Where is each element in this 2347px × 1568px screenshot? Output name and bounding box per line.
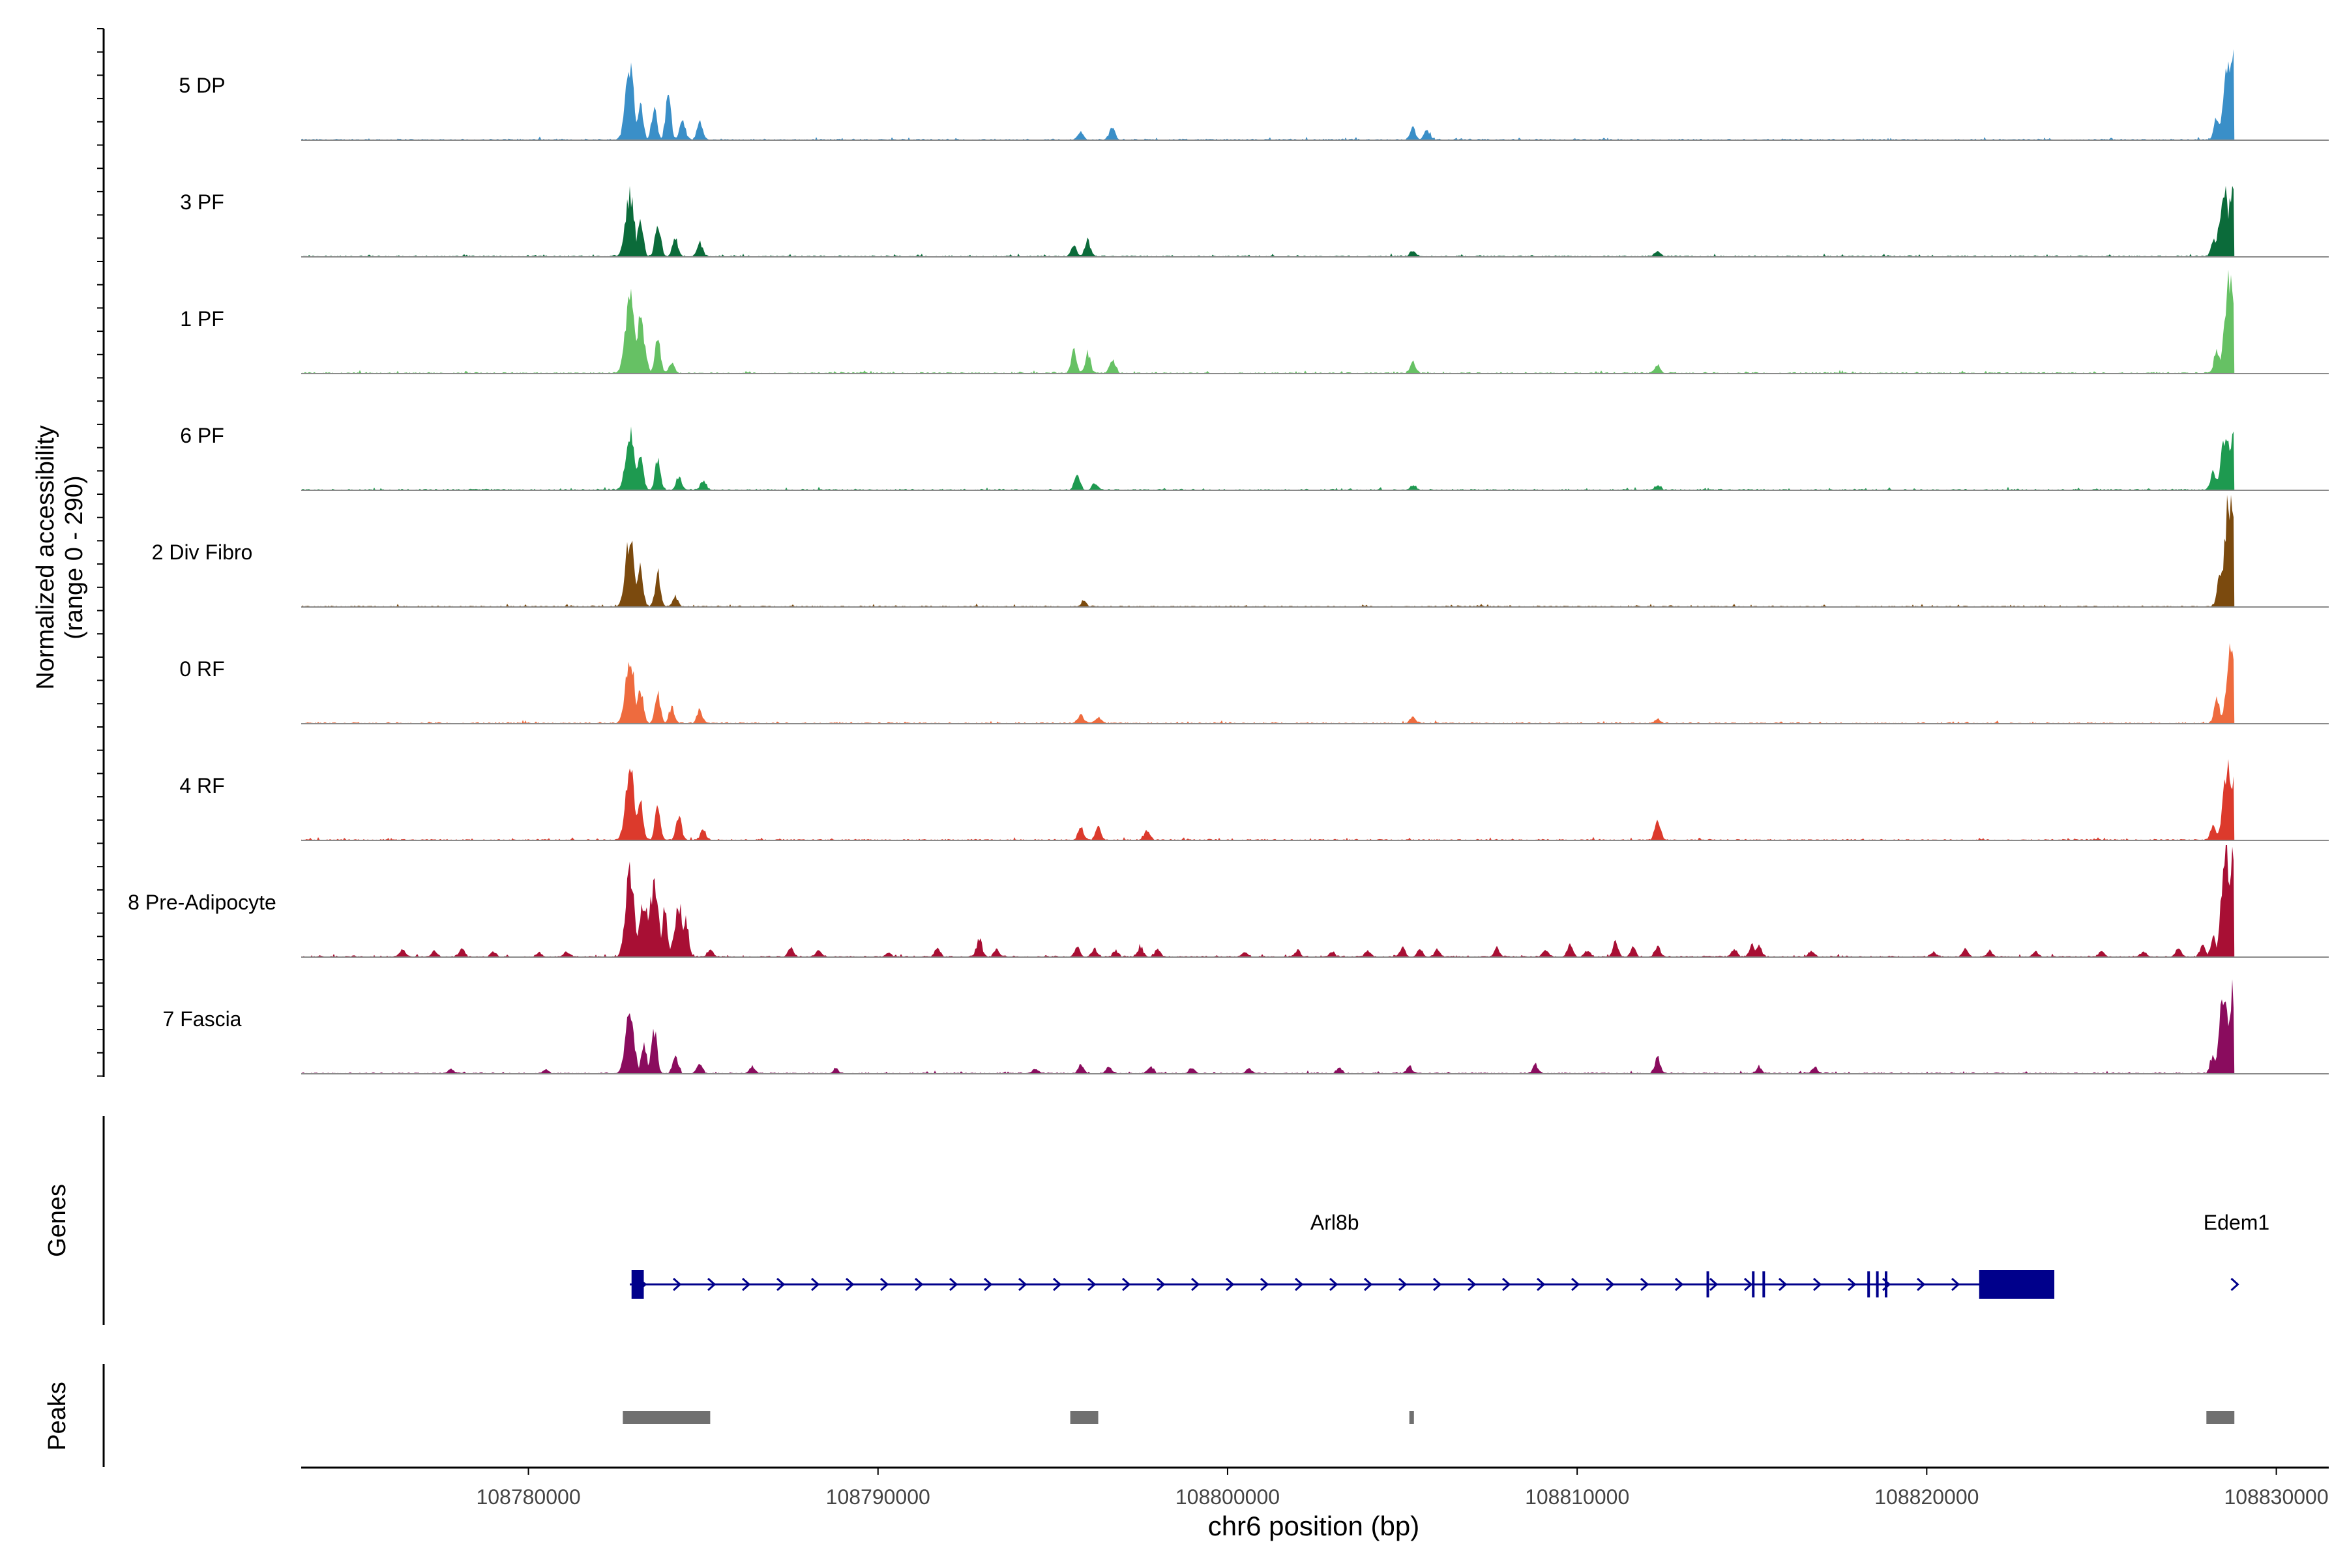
strand-chevron xyxy=(1813,1277,1822,1292)
x-tick-label: 108820000 xyxy=(1874,1485,1979,1509)
gene-exon xyxy=(1752,1271,1755,1297)
strand-chevron xyxy=(880,1277,889,1292)
gene-exon xyxy=(631,1270,644,1299)
peaks-panel-label: Peaks xyxy=(44,1382,71,1451)
track-signal-area xyxy=(301,186,2235,257)
strand-chevron xyxy=(742,1277,751,1292)
strand-chevron xyxy=(1675,1277,1684,1292)
strand-chevron xyxy=(811,1277,820,1292)
strand-chevron xyxy=(1571,1277,1580,1292)
strand-chevron xyxy=(915,1277,924,1292)
strand-chevron xyxy=(1053,1277,1062,1292)
gene-name: Edem1 xyxy=(2204,1211,2269,1234)
track-label: 3 PF xyxy=(180,190,224,214)
track-signal-area xyxy=(301,643,2235,724)
peak-region xyxy=(1409,1411,1414,1424)
strand-chevron xyxy=(984,1277,993,1292)
strand-chevron xyxy=(1640,1277,1649,1292)
x-tick-label: 108810000 xyxy=(1525,1485,1629,1509)
strand-chevron xyxy=(1018,1277,1027,1292)
strand-chevron xyxy=(1329,1277,1338,1292)
strand-chevron xyxy=(1468,1277,1477,1292)
strand-chevron xyxy=(1433,1277,1442,1292)
y-axis xyxy=(97,28,105,1077)
track-signal-area xyxy=(301,269,2235,374)
genes-panel-label: Genes xyxy=(44,1184,71,1257)
track-label: 5 DP xyxy=(179,74,225,97)
strand-chevron xyxy=(1744,1277,1753,1292)
strand-chevron xyxy=(1226,1277,1235,1292)
x-tick-label: 108800000 xyxy=(1175,1485,1280,1509)
strand-chevron xyxy=(846,1277,855,1292)
strand-chevron xyxy=(1157,1277,1166,1292)
track-areas xyxy=(301,49,2235,1074)
peaks-layer xyxy=(623,1411,2235,1424)
strand-chevron xyxy=(1848,1277,1857,1292)
strand-chevron xyxy=(1087,1277,1097,1292)
y-axis-label-line2: (range 0 - 290) xyxy=(61,475,88,639)
strand-chevron xyxy=(1502,1277,1511,1292)
genes-layer: Arl8b Edem1 xyxy=(630,1211,2269,1299)
peak-region xyxy=(2206,1411,2235,1424)
gene-exon xyxy=(1876,1271,1879,1297)
track-signal-area xyxy=(301,845,2235,957)
gene-name: Arl8b xyxy=(1310,1211,1359,1234)
gene-exon xyxy=(1979,1270,2055,1299)
track-label: 4 RF xyxy=(179,774,224,797)
x-tick-label: 108780000 xyxy=(476,1485,580,1509)
strand-chevron xyxy=(949,1277,958,1292)
track-label: 1 PF xyxy=(180,307,224,331)
gene-exon xyxy=(1706,1271,1709,1297)
strand-chevron xyxy=(1364,1277,1373,1292)
strand-chevron xyxy=(673,1277,682,1292)
strand-chevron xyxy=(1295,1277,1304,1292)
strand-chevron xyxy=(1398,1277,1408,1292)
y-axis-label-line1: Normalized accessibility xyxy=(32,425,59,689)
peak-region xyxy=(1070,1411,1099,1424)
track-label: 0 RF xyxy=(179,657,224,681)
gene-exon xyxy=(1885,1271,1888,1297)
strand-chevron xyxy=(1951,1277,1960,1292)
track-signal-area xyxy=(301,979,2235,1074)
strand-chevron xyxy=(776,1277,786,1292)
track-label: 2 Div Fibro xyxy=(152,540,253,564)
track-label: 6 PF xyxy=(180,424,224,447)
gene-exon xyxy=(1762,1271,1765,1297)
strand-chevron xyxy=(1260,1277,1269,1292)
x-axis-ticks: 108780000 108790000 108800000 108810000 1088… xyxy=(476,1468,2329,1509)
track-signal-area xyxy=(301,49,2235,140)
track-label: 7 Fascia xyxy=(163,1007,242,1031)
track-signal-area xyxy=(301,426,2235,490)
x-axis-label: chr6 position (bp) xyxy=(1208,1511,1420,1541)
gene-exon xyxy=(1867,1271,1870,1297)
strand-chevron xyxy=(1779,1277,1788,1292)
strand-chevron xyxy=(2230,1277,2239,1292)
track-signal-area xyxy=(301,759,2235,840)
strand-chevron xyxy=(707,1277,716,1292)
strand-chevron xyxy=(1709,1277,1719,1292)
strand-chevron xyxy=(1191,1277,1200,1292)
track-labels: 5 DP 3 PF 1 PF 6 PF 2 Div Fibro 0 RF 4 RF 8 Pre… xyxy=(128,74,276,1031)
track-label: 8 Pre-Adipocyte xyxy=(128,891,276,914)
peak-region xyxy=(623,1411,711,1424)
strand-chevron xyxy=(1537,1277,1546,1292)
track-baselines xyxy=(301,140,2329,1074)
track-signal-area xyxy=(301,495,2235,607)
strand-chevron xyxy=(1606,1277,1615,1292)
strand-chevron xyxy=(1917,1277,1926,1292)
strand-chevron xyxy=(1122,1277,1131,1292)
x-tick-label: 108830000 xyxy=(2224,1485,2328,1509)
x-tick-label: 108790000 xyxy=(826,1485,930,1509)
